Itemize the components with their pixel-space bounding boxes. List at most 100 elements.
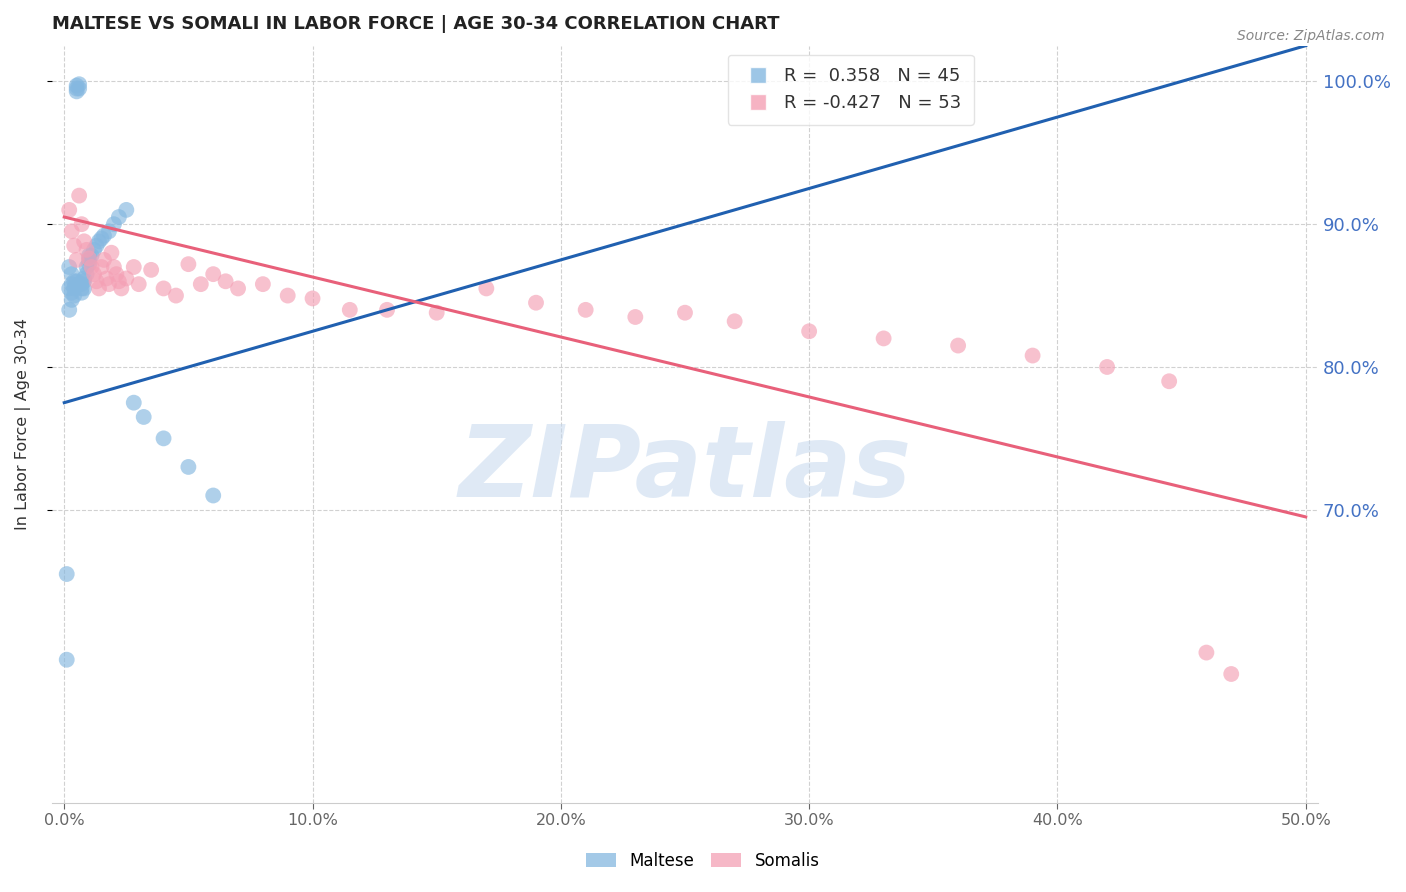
Point bbox=[375, 302, 398, 317]
Legend: Maltese, Somalis: Maltese, Somalis bbox=[579, 846, 827, 877]
Point bbox=[177, 459, 200, 474]
Point bbox=[108, 274, 131, 288]
Point bbox=[67, 81, 90, 95]
Point bbox=[60, 267, 83, 281]
Point bbox=[132, 409, 155, 424]
Point bbox=[55, 567, 77, 582]
Point bbox=[83, 267, 105, 281]
Point bbox=[673, 306, 696, 320]
Point bbox=[90, 231, 112, 245]
Point bbox=[103, 260, 125, 274]
Point bbox=[67, 188, 90, 202]
Point bbox=[115, 202, 138, 217]
Point bbox=[202, 267, 225, 281]
Point bbox=[66, 274, 89, 288]
Point bbox=[122, 395, 145, 409]
Point bbox=[77, 257, 100, 271]
Point bbox=[73, 271, 96, 285]
Point bbox=[76, 243, 98, 257]
Point bbox=[73, 281, 96, 295]
Point bbox=[66, 84, 89, 98]
Point bbox=[63, 238, 86, 252]
Point bbox=[97, 224, 120, 238]
Point bbox=[108, 210, 131, 224]
Point bbox=[63, 274, 86, 288]
Point bbox=[70, 285, 93, 300]
Point bbox=[76, 267, 98, 281]
Point bbox=[58, 302, 80, 317]
Point bbox=[58, 281, 80, 295]
Point bbox=[624, 310, 647, 324]
Point bbox=[86, 274, 108, 288]
Point bbox=[97, 277, 120, 292]
Point bbox=[60, 293, 83, 307]
Point bbox=[797, 324, 820, 338]
Point bbox=[190, 277, 212, 292]
Point bbox=[524, 295, 547, 310]
Point bbox=[1195, 646, 1218, 660]
Point bbox=[946, 338, 969, 352]
Point bbox=[339, 302, 361, 317]
Point bbox=[152, 431, 174, 445]
Point bbox=[86, 238, 108, 252]
Point bbox=[1021, 349, 1043, 363]
Point bbox=[96, 271, 118, 285]
Point bbox=[426, 306, 449, 320]
Point bbox=[103, 217, 125, 231]
Point bbox=[60, 224, 83, 238]
Point bbox=[202, 488, 225, 502]
Point bbox=[77, 252, 100, 267]
Point bbox=[226, 281, 249, 295]
Point bbox=[1159, 374, 1181, 388]
Point bbox=[58, 260, 80, 274]
Point bbox=[66, 78, 89, 93]
Point bbox=[277, 288, 299, 302]
Point bbox=[66, 252, 89, 267]
Point bbox=[77, 252, 100, 266]
Point bbox=[90, 260, 112, 274]
Point bbox=[76, 260, 98, 274]
Point bbox=[575, 302, 598, 317]
Point bbox=[141, 263, 163, 277]
Point bbox=[122, 260, 145, 274]
Point bbox=[58, 202, 80, 217]
Point bbox=[724, 314, 747, 328]
Point bbox=[93, 228, 115, 243]
Point bbox=[152, 281, 174, 295]
Point bbox=[60, 285, 83, 300]
Point bbox=[63, 281, 86, 295]
Point bbox=[475, 281, 498, 295]
Point bbox=[70, 217, 93, 231]
Point bbox=[105, 267, 128, 281]
Point bbox=[63, 288, 86, 302]
Point bbox=[115, 271, 138, 285]
Y-axis label: In Labor Force | Age 30-34: In Labor Force | Age 30-34 bbox=[15, 318, 31, 530]
Point bbox=[60, 277, 83, 292]
Point bbox=[66, 81, 89, 95]
Point bbox=[110, 281, 132, 295]
Point bbox=[70, 281, 93, 295]
Point bbox=[73, 274, 96, 288]
Point bbox=[67, 277, 90, 292]
Text: MALTESE VS SOMALI IN LABOR FORCE | AGE 30-34 CORRELATION CHART: MALTESE VS SOMALI IN LABOR FORCE | AGE 3… bbox=[52, 15, 779, 33]
Point bbox=[1220, 667, 1243, 681]
Point bbox=[252, 277, 274, 292]
Point bbox=[73, 235, 96, 249]
Point bbox=[93, 252, 115, 267]
Point bbox=[87, 235, 110, 249]
Point bbox=[55, 653, 77, 667]
Point bbox=[1095, 359, 1118, 374]
Point bbox=[80, 249, 103, 263]
Text: Source: ZipAtlas.com: Source: ZipAtlas.com bbox=[1237, 29, 1385, 43]
Legend: R =  0.358   N = 45, R = -0.427   N = 53: R = 0.358 N = 45, R = -0.427 N = 53 bbox=[728, 54, 973, 125]
Point bbox=[100, 245, 122, 260]
Point bbox=[70, 277, 93, 292]
Point bbox=[67, 77, 90, 91]
Text: ZIPatlas: ZIPatlas bbox=[458, 421, 911, 518]
Point bbox=[128, 277, 150, 292]
Point bbox=[80, 260, 103, 274]
Point bbox=[301, 292, 323, 306]
Point bbox=[87, 281, 110, 295]
Point bbox=[83, 243, 105, 257]
Point bbox=[872, 331, 894, 345]
